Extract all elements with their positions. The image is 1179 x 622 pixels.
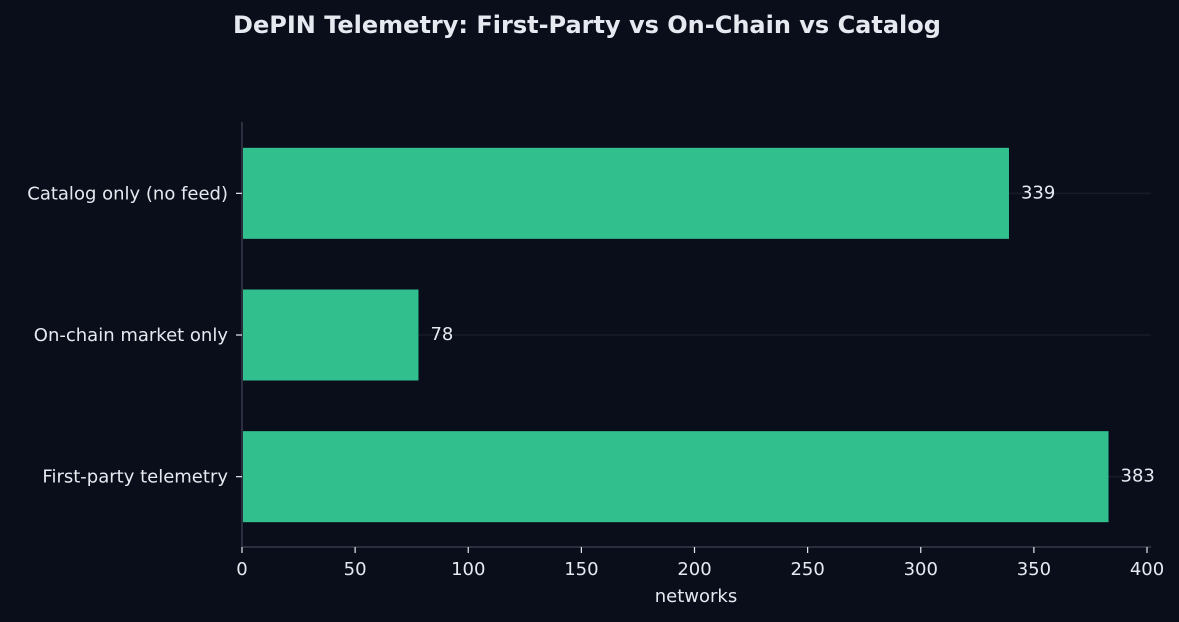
x-tick-label: 200 [677,559,711,580]
data-labels: 339 78 383 [430,182,1154,486]
x-tick-label: 250 [790,559,824,580]
chart-title: DePIN Telemetry: First-Party vs On-Chain… [233,11,941,39]
y-tick-label: On-chain market only [34,325,229,346]
x-tick-label: 0 [236,559,247,580]
bar-value-label: 78 [430,324,453,345]
y-tick-label: Catalog only (no feed) [27,183,228,204]
x-tick-label: 400 [1130,559,1164,580]
bar [242,289,419,381]
axes: 0 50 100 150 200 250 300 350 400 Catalog only (no… [27,122,1164,580]
bar [242,431,1109,523]
x-tick-label: 50 [344,559,367,580]
x-axis-label: networks [655,586,737,607]
x-tick-label: 300 [904,559,938,580]
x-tick-label: 100 [451,559,485,580]
bar [242,147,1009,239]
x-tick-label: 150 [564,559,598,580]
bar-value-label: 339 [1021,182,1055,203]
bar-value-label: 383 [1121,466,1155,487]
y-tick-label: First-party telemetry [42,467,228,488]
bars [242,147,1109,523]
x-tick-label: 350 [1017,559,1051,580]
